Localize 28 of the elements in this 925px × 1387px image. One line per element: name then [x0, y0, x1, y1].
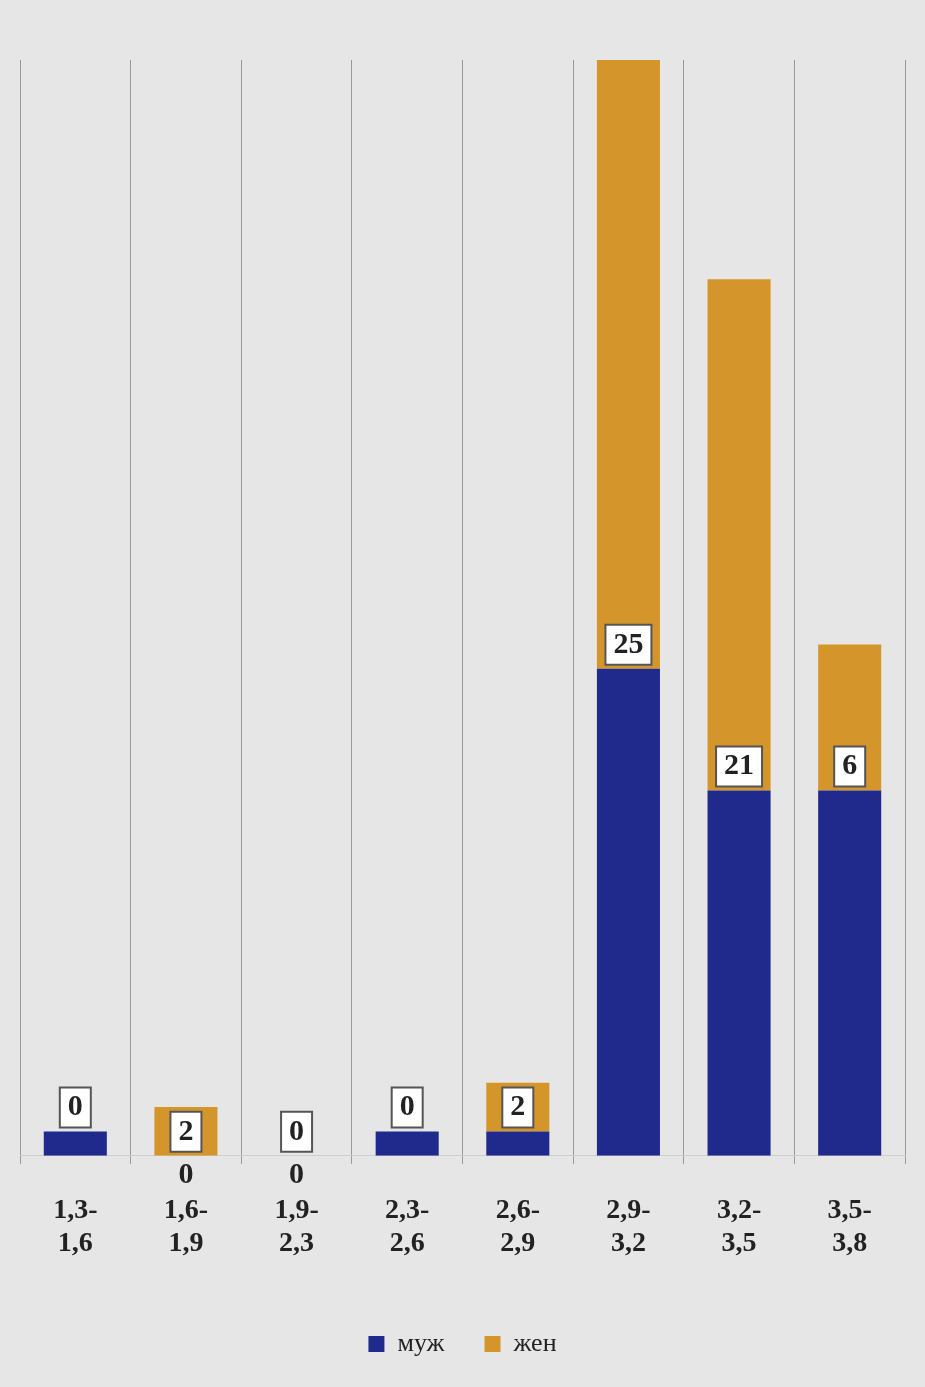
x-tick-label: 2,6- 2,9 — [495, 1192, 540, 1258]
bar — [486, 1131, 550, 1156]
x-tick-label: 1,9- 2,3 — [274, 1192, 319, 1258]
data-label: 0 — [67, 1088, 83, 1122]
bar — [596, 60, 660, 669]
data-label: 0 — [178, 1155, 194, 1189]
x-tick-label: 1,3- 1,6 — [53, 1192, 98, 1258]
x-tick-label: 3,2- 3,5 — [716, 1192, 762, 1258]
data-label: 0 — [289, 1155, 305, 1189]
bar — [707, 279, 771, 791]
x-tick-label: 2,9- 3,2 — [606, 1192, 651, 1258]
data-label: 0 — [399, 1088, 415, 1122]
bar — [596, 668, 660, 1156]
data-label: 21 — [724, 747, 755, 781]
data-label: 2 — [510, 1088, 526, 1122]
legend-label: жен — [512, 1327, 557, 1357]
data-label: 0 — [289, 1112, 305, 1146]
bar — [707, 790, 771, 1156]
x-tick-label: 1,6- 1,9 — [163, 1192, 209, 1258]
x-tick-label: 3,5- 3,8 — [827, 1192, 872, 1258]
bar — [375, 1131, 439, 1156]
data-label: 2 — [178, 1112, 194, 1146]
bar — [818, 790, 882, 1156]
x-tick-label: 2,3- 2,6 — [385, 1192, 430, 1258]
data-label: 6 — [842, 747, 858, 781]
legend-label: муж — [397, 1327, 446, 1357]
bar — [43, 1131, 107, 1156]
data-label: 25 — [613, 625, 644, 659]
